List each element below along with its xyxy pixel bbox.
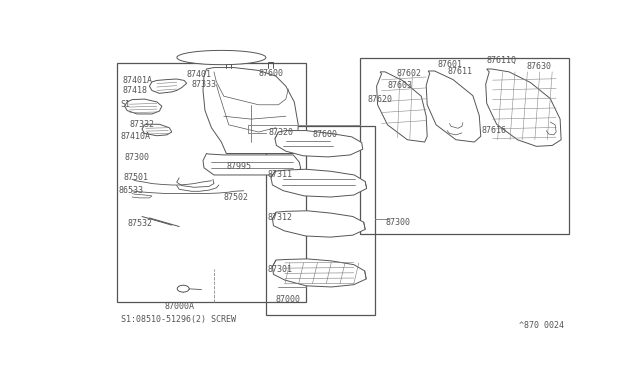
- Circle shape: [291, 227, 296, 230]
- Text: S1: S1: [121, 100, 131, 109]
- Text: 87502: 87502: [224, 193, 249, 202]
- Polygon shape: [376, 72, 428, 142]
- Text: 87532: 87532: [127, 219, 152, 228]
- Polygon shape: [426, 71, 481, 142]
- Polygon shape: [125, 99, 162, 114]
- Text: ^870 0024: ^870 0024: [518, 321, 564, 330]
- Circle shape: [340, 227, 346, 230]
- Text: 87401: 87401: [187, 70, 212, 79]
- Text: 87312: 87312: [268, 214, 292, 222]
- Text: 87000A: 87000A: [164, 302, 195, 311]
- Circle shape: [325, 219, 331, 222]
- Text: 87332: 87332: [129, 121, 155, 129]
- Text: 87301: 87301: [268, 265, 292, 274]
- Polygon shape: [486, 69, 561, 146]
- Circle shape: [292, 223, 299, 226]
- Text: 87000: 87000: [276, 295, 301, 304]
- Text: 87603: 87603: [388, 81, 413, 90]
- Circle shape: [323, 223, 328, 226]
- Text: 86533: 86533: [118, 186, 144, 195]
- Circle shape: [330, 227, 336, 230]
- Text: 87333: 87333: [191, 80, 216, 89]
- Text: 87602: 87602: [396, 69, 422, 78]
- Text: 87616: 87616: [482, 126, 507, 135]
- Bar: [266, 126, 375, 315]
- Circle shape: [332, 223, 339, 226]
- Text: 87600: 87600: [312, 129, 337, 138]
- Text: 87418: 87418: [122, 86, 147, 95]
- Polygon shape: [203, 154, 301, 175]
- Polygon shape: [150, 79, 187, 93]
- Circle shape: [303, 223, 308, 226]
- Circle shape: [342, 223, 348, 226]
- Text: 87611: 87611: [447, 67, 472, 76]
- Circle shape: [345, 219, 351, 222]
- Circle shape: [315, 219, 321, 222]
- Text: 87300: 87300: [125, 153, 150, 162]
- Circle shape: [320, 227, 326, 230]
- Text: 87611Q: 87611Q: [486, 56, 516, 65]
- Text: 87620: 87620: [367, 94, 393, 103]
- Polygon shape: [177, 50, 266, 65]
- Text: S1:08510-51296(2) SCREW: S1:08510-51296(2) SCREW: [121, 315, 236, 324]
- Circle shape: [305, 219, 311, 222]
- Bar: [360, 58, 568, 234]
- Polygon shape: [142, 124, 172, 136]
- Text: 87410A: 87410A: [121, 132, 150, 141]
- Text: 87311: 87311: [268, 170, 292, 179]
- Circle shape: [295, 219, 301, 222]
- Circle shape: [310, 227, 316, 230]
- Circle shape: [335, 219, 341, 222]
- Text: 87501: 87501: [124, 173, 148, 182]
- Text: 87320: 87320: [269, 128, 294, 137]
- Circle shape: [300, 227, 306, 230]
- Polygon shape: [275, 131, 363, 157]
- Circle shape: [177, 285, 189, 292]
- Text: 87995: 87995: [227, 162, 252, 171]
- Text: 87401A: 87401A: [122, 76, 152, 85]
- Polygon shape: [273, 211, 365, 237]
- Polygon shape: [271, 169, 367, 197]
- Polygon shape: [203, 68, 298, 154]
- Text: 87601: 87601: [437, 60, 462, 69]
- Text: 87300: 87300: [385, 218, 410, 227]
- Text: 87630: 87630: [527, 62, 552, 71]
- Bar: [117, 63, 306, 302]
- Circle shape: [312, 223, 319, 226]
- Text: 87600: 87600: [259, 69, 284, 78]
- Polygon shape: [273, 259, 366, 287]
